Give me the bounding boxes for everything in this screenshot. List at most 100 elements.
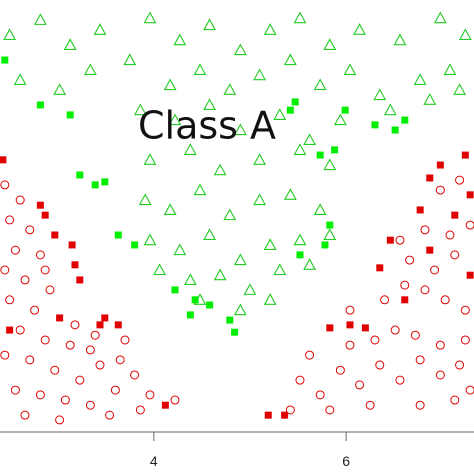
square-point	[91, 181, 99, 189]
triangle-point	[223, 83, 237, 95]
circle-point	[415, 400, 425, 410]
circle-point	[60, 395, 70, 405]
circle-point	[315, 390, 325, 400]
square-point	[51, 231, 59, 239]
circle-point	[450, 395, 460, 405]
triangle-point	[93, 23, 107, 35]
triangle-point	[323, 228, 337, 241]
circle-point	[105, 410, 115, 420]
circle-point	[450, 250, 460, 260]
circle-point	[375, 360, 385, 370]
square-point	[41, 211, 49, 219]
triangle-point	[283, 188, 297, 200]
triangle-point	[323, 158, 337, 171]
triangle-point	[13, 73, 27, 85]
circle-point	[75, 375, 85, 385]
triangle-point	[193, 63, 207, 76]
triangle-point	[253, 193, 267, 206]
x-tick-label: 4	[150, 453, 158, 469]
triangle-point	[283, 53, 297, 66]
triangle-point	[138, 193, 152, 206]
square-point	[264, 411, 272, 419]
triangle-point	[443, 63, 457, 76]
triangle-point	[143, 233, 157, 246]
square-point	[401, 116, 409, 124]
circle-point	[390, 325, 400, 335]
triangle-point	[163, 78, 177, 91]
circle-point	[70, 320, 80, 330]
circle-point	[145, 390, 155, 400]
square-point	[321, 241, 329, 249]
triangle-point	[253, 153, 267, 165]
triangle-point	[183, 273, 197, 285]
square-point	[6, 326, 14, 334]
circle-point	[40, 335, 50, 345]
circle-point	[5, 295, 15, 305]
circle-point	[335, 365, 345, 375]
triangle-point	[383, 103, 397, 116]
circle-point	[365, 400, 375, 410]
triangle-point	[313, 78, 327, 91]
circle-point	[90, 330, 100, 340]
triangle-point	[293, 11, 307, 24]
circle-point	[325, 405, 335, 415]
square-point	[0, 156, 7, 164]
circle-point	[285, 405, 295, 415]
square-point	[161, 401, 169, 409]
triangle-point	[133, 103, 147, 116]
triangle-point	[213, 163, 227, 176]
square-point	[316, 151, 324, 159]
triangle-point	[173, 243, 187, 256]
triangle-point	[173, 33, 187, 46]
triangle-point	[313, 203, 327, 216]
square-point	[326, 324, 334, 332]
triangle-point	[163, 203, 177, 216]
square-point	[96, 321, 104, 329]
circle-point	[435, 340, 445, 350]
circle-point	[5, 215, 15, 225]
square-point	[291, 98, 299, 106]
triangle-point	[373, 88, 387, 101]
circle-point	[295, 375, 305, 385]
circle-point	[30, 305, 40, 315]
circle-point	[25, 355, 35, 365]
circle-point	[405, 255, 415, 265]
circle-point	[410, 330, 420, 340]
square-point	[461, 151, 469, 159]
square-point	[326, 221, 334, 229]
square-point	[281, 411, 289, 419]
triangle-point	[203, 228, 217, 241]
circle-point	[10, 385, 20, 395]
triangle-point	[223, 208, 237, 221]
square-point	[71, 261, 79, 269]
triangle-point	[63, 38, 77, 50]
triangle-point	[233, 123, 247, 136]
triangle-point	[233, 253, 247, 266]
triangle-point	[273, 108, 287, 120]
annotation: Class A	[138, 104, 276, 148]
circle-point	[50, 365, 60, 375]
triangle-point	[293, 143, 307, 155]
circle-point	[120, 335, 130, 345]
square-point	[56, 314, 64, 322]
triangle-point	[453, 83, 467, 95]
circle-point	[35, 390, 45, 400]
square-point	[401, 296, 409, 304]
triangle-point	[203, 98, 217, 111]
circle-point	[420, 225, 430, 235]
circle-point	[460, 305, 470, 315]
circle-point	[110, 385, 120, 395]
square-point	[66, 111, 74, 119]
circle-point	[380, 295, 390, 305]
circle-point	[130, 370, 140, 380]
circle-point	[345, 340, 355, 350]
circle-point	[370, 335, 380, 345]
square-point	[68, 241, 76, 249]
circle-point	[445, 230, 455, 240]
triangle-point	[263, 238, 277, 250]
square-point	[386, 236, 394, 244]
square-point	[76, 276, 84, 284]
triangle-point	[253, 68, 267, 81]
triangle-point	[323, 38, 337, 50]
